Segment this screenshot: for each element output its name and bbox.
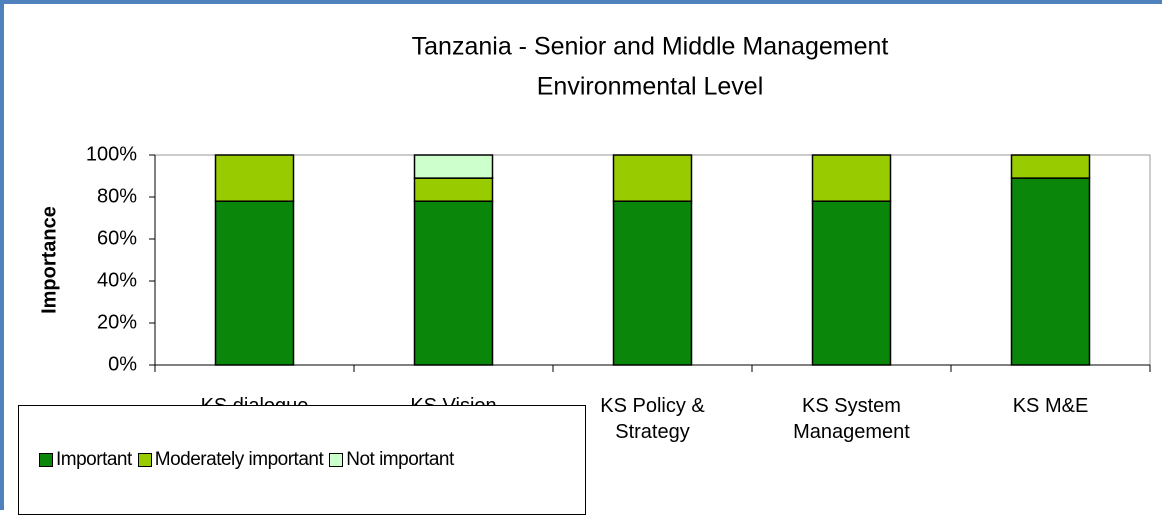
legend-label: Not important <box>346 449 454 470</box>
bar-segment <box>811 200 892 366</box>
legend-item: Not important <box>329 449 454 471</box>
y-tick-label: 40% <box>97 269 137 291</box>
y-tick-label: 20% <box>97 311 137 333</box>
bar-segment <box>1010 154 1091 179</box>
legend: Important Moderately important Not importa… <box>18 405 586 515</box>
x-tick-label: KS Policy & Strategy <box>600 395 705 443</box>
bar-segment <box>214 200 295 366</box>
bar-segment <box>413 200 494 366</box>
bar-segment <box>413 177 494 202</box>
bar-segment <box>413 154 494 179</box>
bar-segment <box>612 200 693 366</box>
legend-item: Important <box>39 449 132 471</box>
bar-segment <box>1010 177 1091 366</box>
legend-item: Moderately important <box>137 449 324 471</box>
legend-swatch <box>329 453 344 467</box>
y-tick-label: 0% <box>108 353 137 375</box>
y-tick-label: 60% <box>97 227 137 249</box>
bar-segment <box>811 154 892 202</box>
bar-segment <box>214 154 295 202</box>
x-tick-label: KS System Management <box>793 395 910 443</box>
legend-swatch <box>39 453 53 467</box>
bar-segment <box>612 154 693 202</box>
legend-swatch <box>137 453 152 467</box>
y-tick-label: 80% <box>97 185 137 207</box>
legend-label: Important <box>56 449 132 470</box>
chart-title: Environmental Level <box>537 73 764 101</box>
x-tick-label: KS M&E <box>1012 395 1089 417</box>
legend-label: Moderately important <box>154 449 324 470</box>
y-tick-label: 100% <box>86 143 137 165</box>
chart-title: Tanzania - Senior and Middle Management <box>412 33 889 61</box>
y-axis-label: Importance <box>38 206 60 314</box>
